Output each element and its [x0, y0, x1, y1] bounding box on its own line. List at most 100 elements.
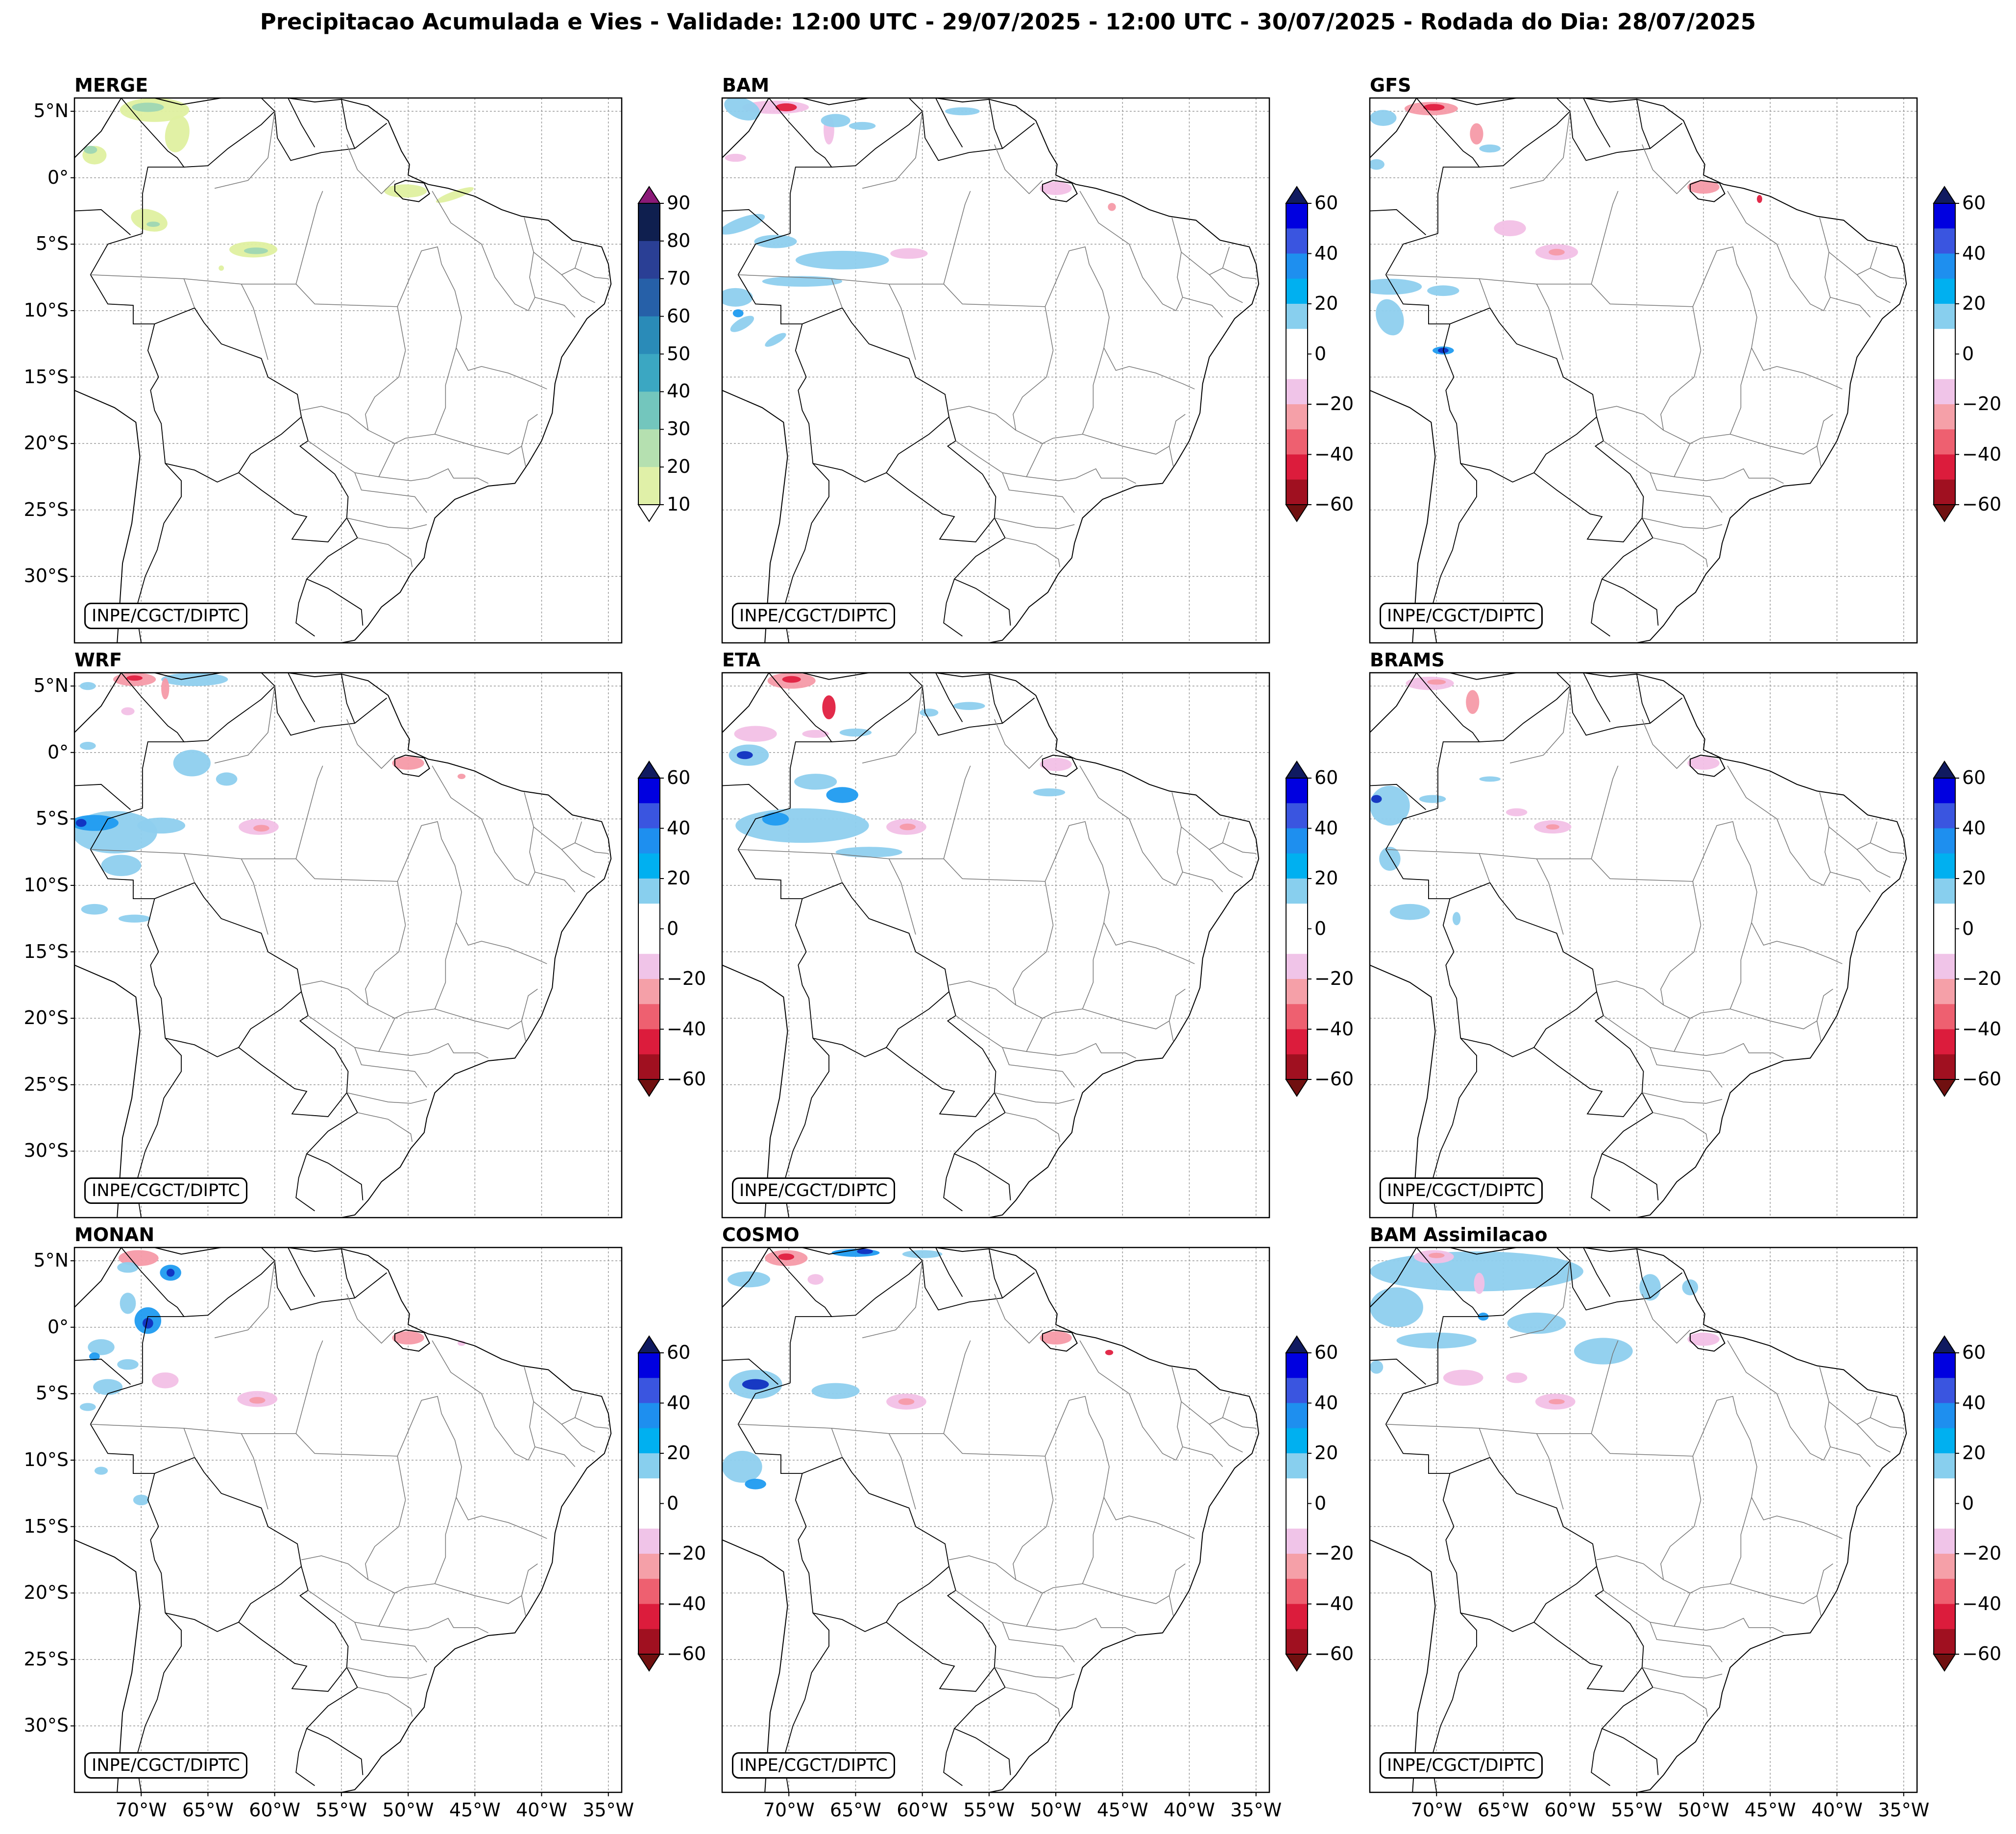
field-patch — [1470, 123, 1483, 145]
state-border — [1652, 1112, 1708, 1142]
colorbar-tick-label: 20 — [1962, 1442, 1986, 1464]
state-border — [1103, 922, 1195, 964]
country-border — [1636, 1248, 1651, 1298]
country-border — [184, 673, 275, 742]
state-border — [1536, 284, 1564, 360]
colorbar-tick-label: 0 — [1962, 917, 1974, 939]
state-border — [1650, 472, 1723, 513]
country-border — [737, 1382, 1011, 1775]
state-border — [1082, 414, 1186, 455]
state-border — [1816, 1595, 1822, 1616]
field-patch — [1443, 1369, 1483, 1386]
field-patch — [152, 1372, 179, 1389]
state-border — [295, 1433, 406, 1500]
state-border — [1751, 922, 1843, 964]
colorbar-tick-label: 20 — [1314, 867, 1338, 889]
state-border — [183, 1428, 195, 1458]
field-patch — [722, 214, 765, 235]
field-patch — [392, 1331, 424, 1345]
state-border — [948, 980, 1016, 1005]
state-border — [1591, 765, 1619, 859]
state-border — [1222, 246, 1230, 269]
state-border — [379, 1617, 488, 1634]
state-border — [1536, 1433, 1564, 1510]
lat-tick-label: 30°S — [24, 1714, 69, 1736]
country-border — [831, 1247, 923, 1317]
state-border — [994, 1667, 1075, 1679]
lon-tick-label: 35°W — [1230, 1799, 1282, 1821]
colorbar-segment — [638, 1054, 660, 1080]
state-border — [432, 191, 535, 312]
state-border — [301, 1555, 368, 1580]
field-patch — [137, 817, 186, 834]
marajo-island — [1042, 755, 1078, 777]
colorbar-arrow-top — [1933, 760, 1956, 779]
field-patch — [736, 751, 753, 759]
field-patch — [1494, 220, 1526, 237]
lon-tick-label: 65°W — [1477, 1799, 1529, 1821]
country-border — [165, 991, 302, 1057]
country-border — [1416, 98, 1481, 234]
country-border — [1385, 807, 1659, 1200]
state-border — [346, 1092, 427, 1104]
colorbar-segment — [638, 1353, 660, 1378]
colorbar-segment — [638, 1029, 660, 1055]
coastline-west — [722, 390, 788, 643]
colorbar-tick-label: 40 — [1962, 1392, 1986, 1414]
coastline — [74, 673, 612, 1218]
colorbar-segment — [1286, 1528, 1308, 1554]
state-border — [1181, 827, 1256, 854]
field-patch — [1639, 1274, 1661, 1301]
colorbar-tick-label: 0 — [1962, 1492, 1974, 1514]
state-border — [1013, 922, 1104, 1019]
map-frame — [73, 1247, 623, 1793]
marajo-island — [394, 1329, 430, 1352]
colorbar-tick-label: 40 — [667, 817, 691, 839]
colorbar-segment — [638, 203, 660, 242]
state-border — [1660, 922, 1752, 1019]
field-patch — [1370, 278, 1422, 295]
colorbar-segment — [638, 278, 660, 317]
map-frame — [1369, 1247, 1918, 1793]
state-border — [1603, 1590, 1691, 1627]
coastline-west — [74, 964, 141, 1218]
state-border — [1385, 1423, 1592, 1434]
colorbar-segment — [638, 1554, 660, 1579]
state-border — [1103, 1497, 1195, 1539]
panel-cosmo-colorbar — [1285, 1335, 1312, 1672]
state-border — [1509, 685, 1571, 764]
colorbar-segment — [638, 467, 660, 505]
state-border — [888, 284, 916, 360]
state-border — [397, 821, 462, 923]
field-patch — [101, 855, 142, 876]
panel-gfs-colorbar — [1933, 186, 1959, 522]
lat-tick-label: 20°S — [24, 1582, 69, 1604]
state-border — [354, 1047, 427, 1088]
state-border — [1828, 1401, 1904, 1429]
panel-bam-title: BAM — [722, 74, 770, 96]
country-border — [722, 1358, 778, 1385]
marajo-island — [394, 755, 430, 777]
map-frame — [73, 97, 623, 644]
colorbar-tick-label: 60 — [1962, 192, 1986, 214]
colorbar-tick-label: −20 — [1962, 1542, 2002, 1564]
country-border — [1569, 1261, 1683, 1311]
colorbar-arrow-bottom — [1933, 1079, 1956, 1097]
colorbar-segment — [1934, 253, 1955, 279]
field-patch — [734, 726, 777, 742]
state-border — [831, 278, 843, 308]
state-border — [308, 1015, 395, 1052]
country-border — [1479, 98, 1571, 168]
field-patch — [794, 774, 837, 790]
colorbar-tick-label: 60 — [1314, 1342, 1338, 1363]
colorbar-segment — [1934, 1353, 1955, 1378]
country-border — [288, 1247, 316, 1297]
field-patch — [778, 1253, 795, 1260]
state-border — [948, 406, 1016, 431]
field-patch — [1419, 795, 1446, 803]
field-patch — [1479, 144, 1501, 153]
field-patch — [126, 675, 143, 681]
colorbar-tick-label: 0 — [1314, 917, 1327, 939]
country-border — [121, 1247, 185, 1383]
state-border — [1591, 1433, 1701, 1500]
